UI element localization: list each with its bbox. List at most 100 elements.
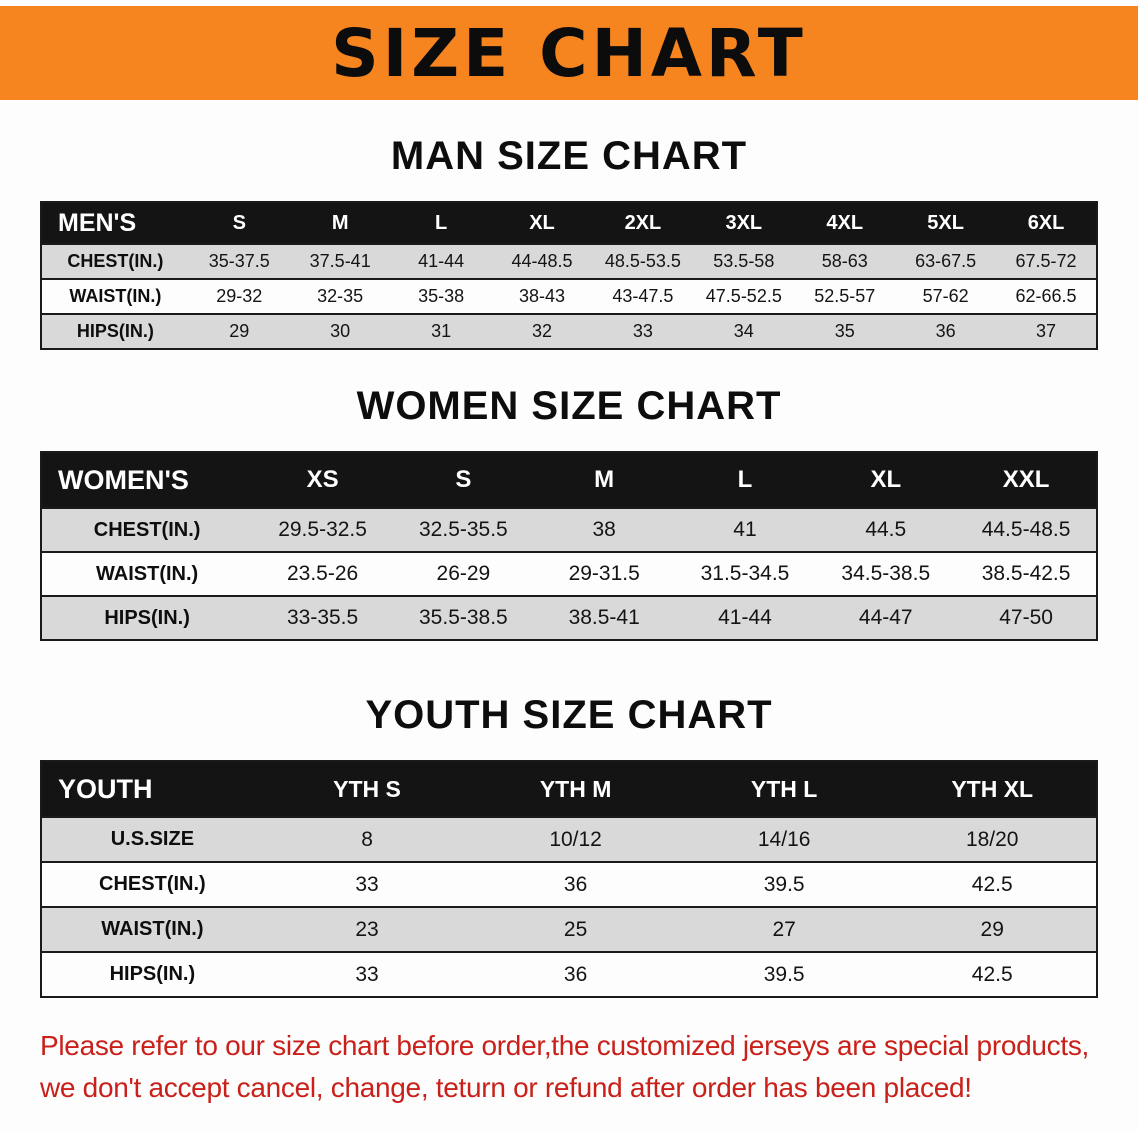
size-value: 41-44	[418, 251, 465, 271]
header-row: MEN'S S M L XL 2XL 3XL 4XL 5XL 6XL	[41, 202, 1097, 244]
size-value: 52.5-57	[814, 286, 876, 306]
men-section: MAN SIZE CHART MEN'S S M L XL 2XL 3XL 4XL 5XL 6XL…	[0, 134, 1138, 350]
size-value: 57-62	[922, 286, 969, 306]
measurement-row: HIPS(IN.) 33-35.5 35.5-38.5 38.5-41 41-44 44-…	[41, 596, 1097, 640]
size-value: 43-47.5	[612, 286, 674, 306]
youth-size-table: YOUTH YTH S YTH M YTH L YTH XL U.S.SIZE 8 10/12…	[40, 760, 1098, 998]
row-label: CHEST(IN.)	[99, 873, 206, 895]
size-value: 29-31.5	[568, 562, 640, 585]
measurement-row: WAIST(IN.) 23 25 27 29	[41, 907, 1097, 952]
size-column-header: XL	[815, 452, 957, 508]
size-value: 14/16	[757, 827, 811, 851]
size-value: 38-43	[518, 286, 566, 306]
measurement-row: WAIST(IN.) 23.5-26 26-29 29-31.5 31.5-34.5 34…	[41, 552, 1097, 596]
table-title-cell: WOMEN'S	[41, 452, 253, 508]
size-value: 31	[431, 321, 452, 341]
size-column-header: M	[533, 452, 675, 508]
size-value: 36	[563, 872, 588, 896]
size-column-header: XXL	[956, 452, 1097, 508]
disclaimer-line-1: Please refer to our size chart before or…	[40, 1030, 1090, 1061]
size-value: 33-35.5	[286, 606, 359, 629]
size-value: 47-50	[999, 606, 1053, 629]
size-value: 44.5-48.5	[981, 518, 1071, 541]
measurement-row: WAIST(IN.) 29-32 32-35 35-38 38-43 43-47.5 47.…	[41, 279, 1097, 314]
measurement-row: CHEST(IN.) 33 36 39.5 42.5	[41, 862, 1097, 907]
size-value: 37	[1036, 321, 1057, 341]
size-column-header: 6XL	[996, 202, 1097, 244]
men-section-heading: MAN SIZE CHART	[390, 134, 748, 178]
size-value: 33	[632, 321, 653, 341]
measurement-row: U.S.SIZE 8 10/12 14/16 18/20	[41, 817, 1097, 862]
size-column-header: L	[674, 452, 816, 508]
size-column-header: XL	[491, 202, 593, 244]
row-label: HIPS(IN.)	[76, 321, 154, 341]
row-label: CHEST(IN.)	[93, 518, 201, 541]
size-value: 41	[733, 518, 757, 541]
row-label: WAIST(IN.)	[69, 286, 162, 306]
size-value: 58-63	[821, 251, 868, 271]
size-column-header: 5XL	[895, 202, 997, 244]
row-label: HIPS(IN.)	[109, 963, 196, 985]
size-column-header: 4XL	[794, 202, 896, 244]
size-value: 32-35	[317, 286, 364, 306]
measurement-row: CHEST(IN.) 35-37.5 37.5-41 41-44 44-48.5 48.5…	[41, 244, 1097, 279]
size-value: 30	[330, 321, 351, 341]
size-value: 36	[935, 321, 956, 341]
size-value: 29	[980, 917, 1004, 941]
size-value: 27	[772, 917, 796, 941]
banner: SIZE CHART	[0, 6, 1138, 100]
size-column-header: XS	[252, 452, 393, 508]
row-label: U.S.SIZE	[110, 828, 195, 850]
size-column-header: S	[188, 202, 290, 244]
size-value: 53.5-58	[713, 251, 775, 271]
size-value: 23.5-26	[286, 562, 359, 585]
size-column-header: YTH XL	[888, 761, 1097, 817]
size-column-header: YTH M	[471, 761, 680, 817]
disclaimer-line-2: we don't accept cancel, change, teturn o…	[40, 1072, 972, 1103]
size-value: 39.5	[763, 872, 805, 896]
size-value: 35-38	[418, 286, 465, 306]
size-value: 32	[531, 321, 553, 341]
size-value: 38.5-41	[568, 606, 640, 629]
measurement-row: CHEST(IN.) 29.5-32.5 32.5-35.5 38 41 44.5 44.5…	[41, 508, 1097, 552]
size-value: 35.5-38.5	[419, 606, 508, 629]
size-value: 34	[733, 321, 754, 341]
size-column-header: 3XL	[693, 202, 795, 244]
size-column-header: M	[289, 202, 391, 244]
size-value: 48.5-53.5	[604, 251, 681, 271]
size-value: 35	[834, 321, 855, 341]
youth-section-heading: YOUTH SIZE CHART	[365, 693, 773, 737]
size-value: 8	[361, 827, 373, 851]
table-title-cell: MEN'S	[41, 202, 189, 244]
size-value: 44-48.5	[511, 251, 573, 271]
size-value: 10/12	[549, 827, 602, 851]
size-value: 39.5	[763, 962, 805, 986]
size-column-header: L	[390, 202, 492, 244]
youth-section: YOUTH SIZE CHART YOUTH YTH S YTH M YTH L YTH…	[0, 693, 1138, 998]
table-title-cell: YOUTH	[41, 761, 263, 817]
page-title: SIZE CHART	[331, 14, 807, 92]
size-value: 36	[563, 962, 588, 986]
size-column-header: YTH S	[262, 761, 472, 817]
size-value: 47.5-52.5	[705, 286, 782, 306]
size-value: 29.5-32.5	[278, 518, 367, 541]
size-value: 23	[355, 917, 379, 941]
size-value: 41-44	[718, 606, 772, 629]
row-label: WAIST(IN.)	[95, 562, 199, 585]
size-value: 42.5	[971, 962, 1013, 986]
size-value: 38	[592, 518, 616, 541]
size-value: 44-47	[858, 606, 913, 629]
size-value: 67.5-72	[1015, 251, 1077, 271]
women-size-table: WOMEN'S XS S M L XL XXL CHEST(IN.) 29.5-32.5 32.5…	[40, 451, 1098, 641]
size-value: 33	[355, 872, 379, 896]
size-value: 32.5-35.5	[419, 518, 508, 541]
size-column-header: 2XL	[592, 202, 694, 244]
disclaimer: Please refer to our size chart before or…	[40, 1030, 1138, 1104]
men-size-table: MEN'S S M L XL 2XL 3XL 4XL 5XL 6XL CHEST(IN.) 35-37…	[40, 201, 1098, 350]
header-row: WOMEN'S XS S M L XL XXL	[41, 452, 1097, 508]
measurement-row: HIPS(IN.) 29 30 31 32 33 34 35 36 37	[41, 314, 1097, 349]
size-value: 42.5	[971, 872, 1013, 896]
size-value: 29-32	[216, 286, 263, 306]
size-value: 35-37.5	[208, 251, 270, 271]
